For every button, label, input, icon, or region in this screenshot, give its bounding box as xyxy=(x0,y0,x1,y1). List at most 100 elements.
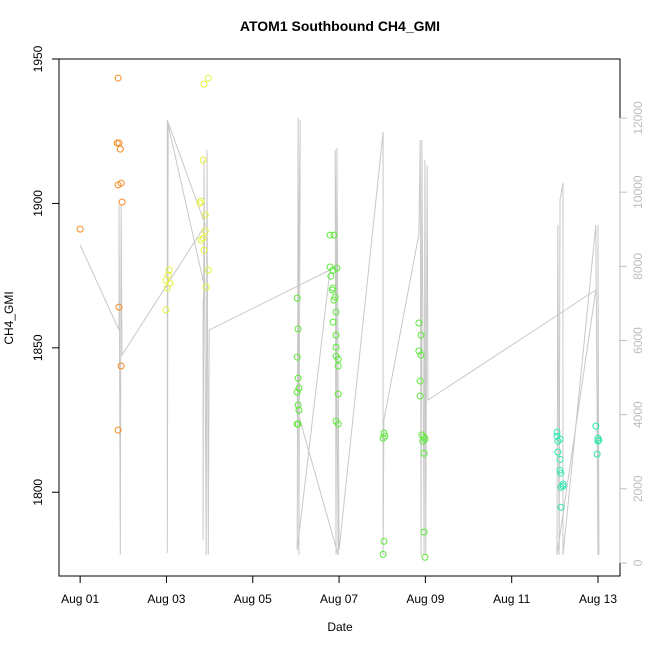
y2-tick-label: 0 xyxy=(631,559,645,566)
point xyxy=(328,286,336,294)
point xyxy=(332,331,340,339)
point xyxy=(416,392,424,400)
y2-tick-label: 6000 xyxy=(631,327,645,354)
point xyxy=(334,420,342,428)
point xyxy=(197,236,205,244)
x-tick-label: Aug 01 xyxy=(61,592,99,606)
x-tick-label: Aug 09 xyxy=(406,592,444,606)
point xyxy=(330,231,338,239)
point xyxy=(294,325,302,333)
point xyxy=(118,198,126,206)
point xyxy=(330,296,338,304)
point xyxy=(329,266,337,274)
point xyxy=(592,422,600,430)
point xyxy=(554,437,562,445)
point xyxy=(415,347,423,355)
y2-tick-label: 10000 xyxy=(631,175,645,209)
point xyxy=(295,406,303,414)
point xyxy=(201,227,209,235)
point xyxy=(199,234,207,242)
point xyxy=(200,246,208,254)
point xyxy=(293,353,301,361)
point xyxy=(294,374,302,382)
y-tick-label: 1800 xyxy=(31,479,45,506)
point xyxy=(553,428,561,436)
point xyxy=(380,429,388,437)
point xyxy=(115,303,123,311)
point xyxy=(419,437,427,445)
point xyxy=(165,266,173,274)
x-axis-title: Date xyxy=(327,620,353,634)
point xyxy=(163,284,171,292)
point xyxy=(295,384,303,392)
point xyxy=(114,426,122,434)
point xyxy=(415,319,423,327)
y2-tick-label: 2000 xyxy=(631,475,645,502)
point xyxy=(379,434,387,442)
point xyxy=(334,362,342,370)
point xyxy=(595,436,603,444)
point xyxy=(326,231,334,239)
point xyxy=(557,503,565,511)
point xyxy=(332,308,340,316)
point xyxy=(200,80,208,88)
point xyxy=(417,331,425,339)
right-axis: 0 2000 4000 6000 8000 10000 12000 xyxy=(619,101,645,566)
point xyxy=(117,362,125,370)
x-tick-label: Aug 07 xyxy=(320,592,358,606)
point xyxy=(380,537,388,545)
point xyxy=(554,448,562,456)
point xyxy=(327,272,335,280)
point xyxy=(559,482,567,490)
chart-title: ATOM1 Southbound CH4_GMI xyxy=(240,18,440,34)
point xyxy=(293,294,301,302)
y-tick-label: 1950 xyxy=(31,45,45,72)
point xyxy=(293,388,301,396)
point xyxy=(76,225,84,233)
point xyxy=(201,211,209,219)
point xyxy=(293,420,301,428)
y2-tick-label: 12000 xyxy=(631,101,645,135)
x-tick-label: Aug 13 xyxy=(579,592,617,606)
y-tick-label: 1900 xyxy=(31,190,45,217)
y-tick-label: 1850 xyxy=(31,334,45,361)
point xyxy=(420,528,428,536)
point xyxy=(294,401,302,409)
point xyxy=(417,351,425,359)
point xyxy=(162,276,170,284)
point xyxy=(162,306,170,314)
point xyxy=(329,318,337,326)
y2-tick-label: 8000 xyxy=(631,253,645,280)
point xyxy=(593,450,601,458)
point xyxy=(333,264,341,272)
point xyxy=(204,266,212,274)
point xyxy=(420,449,428,457)
x-tick-label: Aug 03 xyxy=(147,592,185,606)
point xyxy=(334,390,342,398)
plot-frame xyxy=(58,58,621,577)
point xyxy=(117,179,125,187)
point xyxy=(594,437,602,445)
point xyxy=(196,199,204,207)
point xyxy=(416,377,424,385)
point xyxy=(556,466,564,474)
point xyxy=(204,74,212,82)
point xyxy=(556,435,564,443)
point xyxy=(332,352,340,360)
y-axis-title: CH4_GMI xyxy=(2,291,16,344)
point xyxy=(381,432,389,440)
x-tick-label: Aug 11 xyxy=(493,592,530,606)
x-tick-label: Aug 05 xyxy=(234,592,272,606)
point xyxy=(379,550,387,558)
point xyxy=(202,283,210,291)
point xyxy=(199,156,207,164)
point xyxy=(421,435,429,443)
y2-tick-label: 4000 xyxy=(631,401,645,428)
point xyxy=(421,553,429,561)
point xyxy=(557,469,565,477)
point xyxy=(331,293,339,301)
point xyxy=(556,455,564,463)
point xyxy=(332,343,340,351)
altitude-line xyxy=(79,117,600,556)
